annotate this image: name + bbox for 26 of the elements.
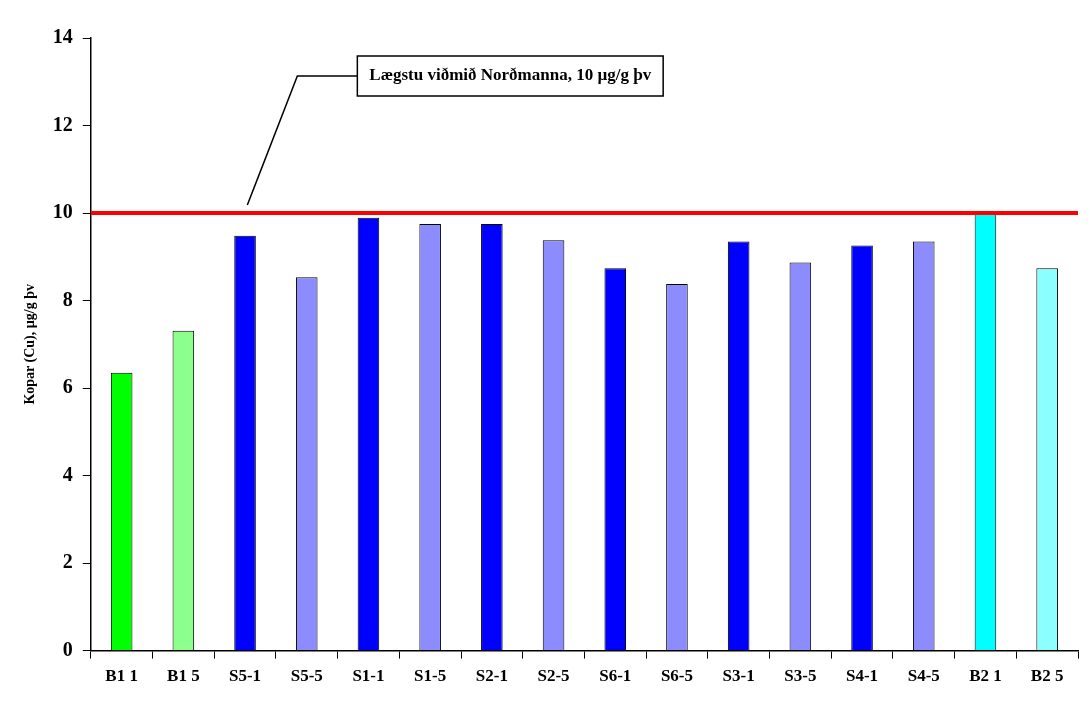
y-axis-title: Kopar (Cu), µg/g þv [22, 284, 39, 405]
y-tick-label: 6 [62, 375, 73, 398]
x-tick-label: S4-5 [907, 666, 940, 686]
x-tick-label: S5-1 [228, 666, 262, 686]
x-tick-label: S3-1 [722, 666, 755, 686]
x-tick-label: S1-5 [414, 666, 447, 686]
x-tick-label: S2-5 [537, 666, 570, 686]
x-tick-label: B1 5 [167, 666, 200, 686]
y-tick-label: 8 [62, 287, 73, 310]
x-tick-label: S2-1 [475, 666, 508, 686]
ref-line-label: Lægstu viðmið Norðmanna, 10 µg/g þv [369, 65, 652, 85]
y-tick-label: 14 [52, 25, 73, 48]
x-tick-label: S6-5 [660, 666, 694, 686]
x-tick-label: B2 1 [969, 666, 1002, 686]
x-tick-label: B1 1 [105, 666, 138, 686]
x-tick-label: S1-1 [352, 666, 385, 686]
x-tick-label: S4-1 [845, 666, 879, 686]
y-tick-label: 4 [62, 462, 73, 485]
y-tick-label: 0 [62, 637, 73, 660]
x-tick-label: B2 5 [1030, 666, 1064, 686]
x-tick-label: S3-5 [784, 666, 817, 686]
y-tick-label: 10 [52, 200, 73, 223]
y-tick-label: 2 [62, 550, 73, 573]
y-tick-label: 12 [52, 112, 73, 135]
x-tick-label: S5-5 [290, 666, 323, 686]
x-tick-label: S6-1 [599, 666, 632, 686]
